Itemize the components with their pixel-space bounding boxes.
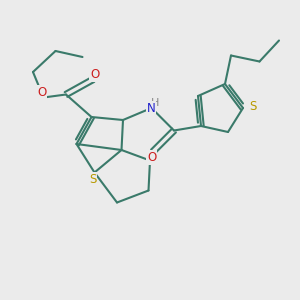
Text: S: S: [249, 100, 256, 113]
Text: S: S: [89, 172, 97, 186]
Text: O: O: [38, 85, 46, 99]
Text: O: O: [147, 151, 156, 164]
Text: O: O: [90, 68, 99, 82]
Text: H: H: [151, 98, 159, 108]
Text: N: N: [146, 101, 155, 115]
